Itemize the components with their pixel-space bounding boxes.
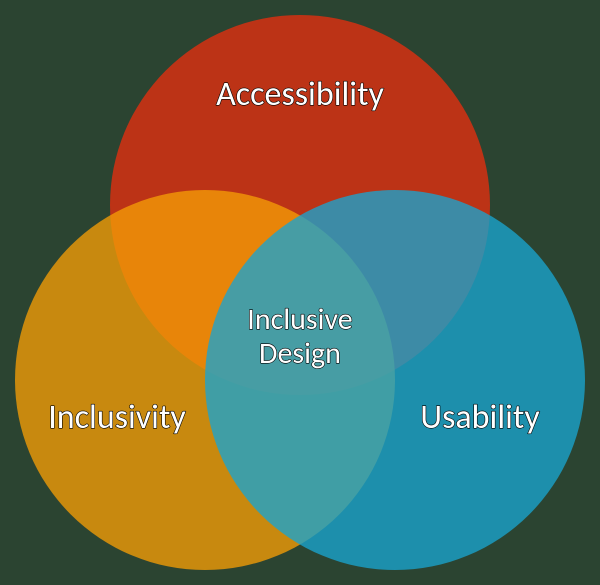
- label-inclusivity: Inclusivity: [48, 397, 186, 438]
- label-accessibility: Accessibility: [216, 74, 384, 115]
- label-center-line2: Design: [259, 335, 341, 372]
- label-center: InclusiveDesign: [247, 301, 352, 372]
- venn-diagram: Accessibility Inclusivity Usability Inclusi…: [0, 0, 600, 585]
- circle-usability: [205, 190, 585, 570]
- label-center-line1: Inclusive: [247, 301, 352, 338]
- label-usability: Usability: [420, 397, 540, 438]
